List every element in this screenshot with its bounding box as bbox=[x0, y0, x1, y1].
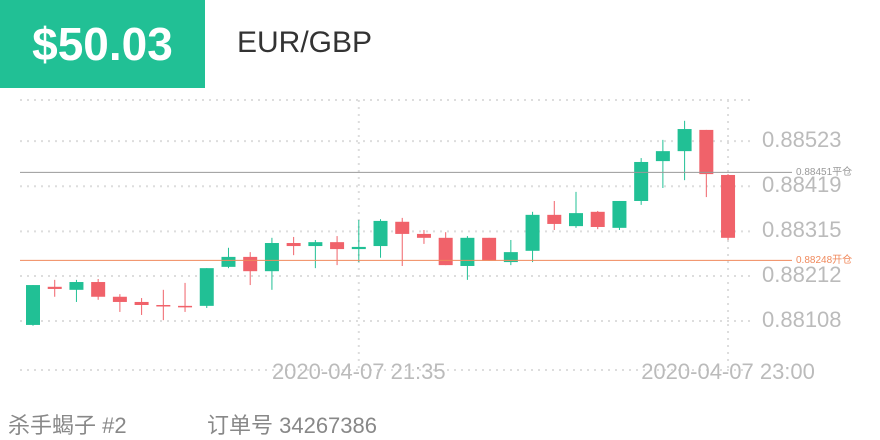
candle-body bbox=[699, 129, 714, 175]
candle-body bbox=[525, 214, 540, 251]
candle-body bbox=[221, 256, 236, 267]
candle-body bbox=[395, 221, 410, 234]
candle-body bbox=[286, 243, 301, 247]
candle-body bbox=[134, 301, 149, 305]
y-tick-label: 0.88108 bbox=[762, 307, 842, 332]
candle-body bbox=[351, 246, 366, 250]
candle-body bbox=[69, 282, 84, 290]
ref-label: 0.88451平仓 bbox=[796, 165, 852, 178]
y-tick-label: 0.88419 bbox=[762, 172, 842, 197]
order-number: 订单号 34267386 bbox=[207, 413, 377, 438]
candle-body bbox=[503, 252, 518, 263]
candle-body bbox=[612, 200, 627, 228]
x-tick-label: 2020-04-07 23:00 bbox=[641, 359, 815, 384]
y-tick-label: 0.88212 bbox=[762, 262, 842, 287]
candle-body bbox=[178, 305, 193, 308]
candle-body bbox=[677, 129, 692, 152]
candle-body bbox=[482, 237, 497, 261]
x-tick-label: 2020-04-07 21:35 bbox=[272, 359, 446, 384]
y-tick-label: 0.88523 bbox=[762, 127, 842, 152]
candle-body bbox=[26, 285, 40, 325]
candle-body bbox=[330, 242, 345, 250]
candle-body bbox=[569, 213, 583, 227]
candle-body bbox=[308, 242, 323, 247]
account: 杀手蝎子 #2 bbox=[8, 413, 127, 438]
candle-body bbox=[112, 296, 127, 302]
price-badge: $50.03 bbox=[0, 0, 205, 88]
candle-body bbox=[91, 282, 106, 297]
candle-body bbox=[264, 243, 279, 272]
candle-body bbox=[416, 233, 431, 238]
candle-body bbox=[47, 286, 62, 289]
y-tick-label: 0.88315 bbox=[762, 217, 842, 242]
candle-body bbox=[634, 161, 649, 201]
candle-body bbox=[590, 211, 605, 227]
candle-body bbox=[373, 220, 388, 247]
symbol: EUR/GBP bbox=[237, 26, 373, 59]
candle-body bbox=[547, 214, 562, 224]
candle-body bbox=[460, 237, 475, 266]
ref-label: 0.88248开仓 bbox=[796, 253, 852, 266]
candle-body bbox=[721, 174, 736, 238]
candle-body bbox=[655, 151, 670, 162]
candle-body bbox=[438, 237, 453, 266]
candle-body bbox=[156, 304, 171, 307]
candle-body bbox=[243, 256, 258, 272]
candle-body bbox=[199, 268, 214, 306]
